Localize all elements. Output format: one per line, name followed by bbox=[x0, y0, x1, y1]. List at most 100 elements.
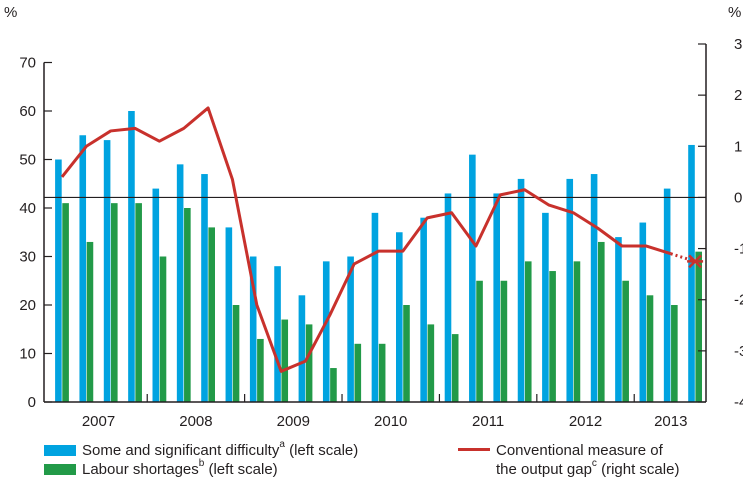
legend: Some and significant difficultya (left s… bbox=[44, 440, 359, 479]
year-label: 2009 bbox=[277, 413, 310, 430]
bar-labour-shortages bbox=[232, 305, 240, 402]
bar-difficulty bbox=[152, 188, 160, 402]
bar-labour-shortages bbox=[86, 241, 94, 402]
bar-labour-shortages bbox=[354, 343, 362, 402]
bar-labour-shortages bbox=[281, 319, 289, 402]
legend-item-difficulty: Some and significant difficultya (left s… bbox=[44, 440, 359, 460]
bar-labour-shortages bbox=[476, 280, 483, 402]
bar-difficulty bbox=[639, 222, 647, 402]
legend-swatch-shortages bbox=[44, 463, 76, 475]
year-label: 2013 bbox=[654, 413, 687, 430]
bar-labour-shortages bbox=[500, 280, 508, 402]
bar-labour-shortages bbox=[378, 343, 386, 402]
legend-note-output-gap: (right scale) bbox=[601, 461, 680, 478]
bar-difficulty bbox=[420, 217, 427, 402]
bar-difficulty bbox=[371, 212, 379, 402]
bar-difficulty bbox=[590, 174, 598, 402]
legend-label-output-gap-line1: Conventional measure of bbox=[496, 442, 663, 459]
plot-area bbox=[44, 106, 706, 402]
bar-labour-shortages bbox=[403, 305, 410, 402]
bar-difficulty bbox=[493, 193, 500, 402]
right-tick-label: -1 bbox=[734, 241, 743, 258]
right-tick-label: 3 bbox=[734, 36, 742, 53]
right-tick-label: -3 bbox=[734, 343, 743, 360]
bar-labour-shortages bbox=[573, 261, 581, 402]
left-tick-label: 70 bbox=[19, 55, 36, 72]
left-tick-label: 60 bbox=[19, 103, 36, 120]
bar-difficulty bbox=[225, 227, 233, 402]
legend-label-shortages: Labour shortages bbox=[82, 461, 199, 478]
left-tick-label: 20 bbox=[19, 297, 36, 314]
left-unit-label: % bbox=[4, 4, 17, 21]
right-tick-label: 0 bbox=[734, 189, 742, 206]
right-tick-label: 1 bbox=[734, 138, 742, 155]
legend-label-output-gap-line2: the output gap bbox=[496, 461, 592, 478]
bar-difficulty bbox=[517, 178, 525, 402]
year-label: 2008 bbox=[179, 413, 212, 430]
bar-difficulty bbox=[274, 266, 281, 402]
right-unit-label: % bbox=[728, 4, 741, 21]
bar-difficulty bbox=[347, 256, 354, 402]
year-label: 2007 bbox=[82, 413, 115, 430]
legend-item-shortages: Labour shortagesb (left scale) bbox=[44, 458, 358, 479]
bar-difficulty bbox=[542, 212, 549, 402]
legend-marker-shortages: b bbox=[198, 458, 205, 469]
bar-difficulty bbox=[201, 174, 208, 402]
legend-swatch-difficulty bbox=[44, 444, 76, 456]
bar-difficulty bbox=[322, 261, 330, 402]
output-gap-end-marker bbox=[687, 254, 704, 269]
bar-difficulty bbox=[298, 295, 306, 402]
bar-labour-shortages bbox=[208, 227, 215, 402]
bar-difficulty bbox=[249, 256, 257, 402]
bar-difficulty bbox=[128, 111, 135, 402]
legend-swatch-output-gap bbox=[458, 447, 490, 451]
bar-labour-shortages bbox=[598, 241, 605, 402]
bar-labour-shortages bbox=[622, 280, 629, 402]
right-tick-label: -4 bbox=[734, 394, 743, 411]
bar-difficulty bbox=[688, 144, 695, 402]
bar-difficulty bbox=[396, 232, 403, 402]
bar-labour-shortages bbox=[646, 295, 654, 402]
right-tick-label: 2 bbox=[734, 87, 742, 104]
bar-labour-shortages bbox=[305, 324, 313, 402]
left-tick-label: 10 bbox=[19, 346, 36, 363]
bar-difficulty bbox=[615, 237, 622, 402]
left-tick-label: 30 bbox=[19, 249, 36, 266]
left-tick-label: 50 bbox=[19, 152, 36, 169]
bar-labour-shortages bbox=[257, 338, 264, 402]
legend-output-gap: Conventional measure of the output gapc … bbox=[458, 441, 679, 479]
bar-labour-shortages bbox=[524, 261, 532, 402]
output-gap-line bbox=[60, 106, 672, 373]
bar-labour-shortages bbox=[111, 203, 118, 402]
legend-item-output-gap-line2: the output gapc (right scale) bbox=[458, 459, 680, 479]
bar-labour-shortages bbox=[330, 368, 337, 402]
bar-labour-shortages bbox=[695, 251, 702, 402]
legend-note-difficulty: (left scale) bbox=[289, 442, 359, 459]
bar-difficulty bbox=[566, 178, 574, 402]
left-tick-label: 40 bbox=[19, 200, 36, 217]
bar-labour-shortages bbox=[62, 203, 69, 402]
bar-difficulty bbox=[176, 164, 184, 402]
year-label: 2012 bbox=[569, 413, 602, 430]
bar-difficulty bbox=[79, 135, 87, 402]
bar-difficulty bbox=[663, 188, 671, 402]
bar-labour-shortages bbox=[451, 334, 459, 402]
bar-difficulty bbox=[469, 154, 476, 402]
bar-difficulty bbox=[444, 193, 452, 402]
legend-label-difficulty: Some and significant difficulty bbox=[82, 442, 280, 459]
year-label: 2011 bbox=[472, 413, 504, 430]
bar-labour-shortages bbox=[135, 203, 142, 402]
output-gap-projection bbox=[670, 252, 696, 263]
line-series-group bbox=[60, 106, 704, 373]
bar-labour-shortages bbox=[184, 208, 191, 402]
bar-labour-shortages bbox=[427, 324, 435, 402]
legend-item-output-gap-line1: Conventional measure of bbox=[458, 441, 679, 460]
legend-note-shortages: (left scale) bbox=[208, 461, 278, 478]
bar-difficulty bbox=[55, 159, 62, 402]
axes: 0 10 20 30 40 50 60 70 -4 -3 -2 -1 0 1 2 3 2007 2008 2009 2… bbox=[19, 36, 743, 430]
right-tick-label: -2 bbox=[734, 292, 743, 309]
bar-labour-shortages bbox=[671, 305, 678, 402]
year-label: 2010 bbox=[374, 413, 407, 430]
bar-labour-shortages bbox=[549, 271, 556, 402]
